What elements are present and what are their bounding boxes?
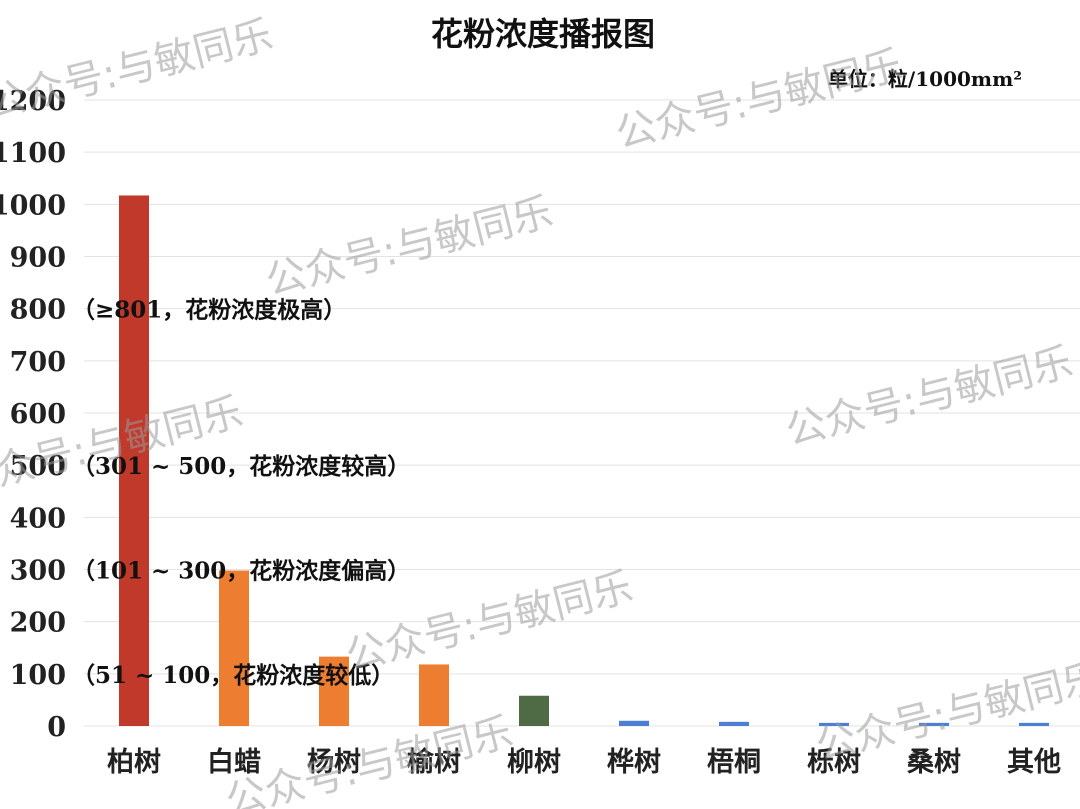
y-tick-label: 700 <box>10 347 66 378</box>
bar <box>119 195 149 727</box>
x-category-label: 梧桐 <box>707 747 761 778</box>
x-category-label: 柳树 <box>507 747 561 778</box>
watermark-layer: 公众号:与敏同乐 公众号:与敏同乐公众号:与敏同乐公众号:与敏同乐公众号:与敏同乐… <box>0 12 1080 809</box>
x-axis-categories: 柏树 白蜡 杨树 榆树 柳树 桦树 梧桐 栎树 桑树 其他 <box>107 746 1061 778</box>
threshold-annotation: （101 ~ 300，花粉浓度偏高） <box>72 558 410 585</box>
y-tick-label: 0 <box>47 712 66 743</box>
y-tick-label: 1100 <box>0 138 66 169</box>
y-axis-ticks: 0 100 200 300 400 500 600 700 800 900 1000 1100 1200 <box>0 86 66 743</box>
x-category-label: 榆树 <box>407 746 461 778</box>
x-category-label: 柏树 <box>107 747 161 778</box>
watermark-text: 公众号:与敏同乐 <box>221 709 517 809</box>
x-category-label: 杨树 <box>307 747 361 778</box>
watermark-text: 公众号:与敏同乐 <box>261 189 557 305</box>
bar <box>819 722 849 726</box>
watermark-text: 公众号:与敏同乐 <box>0 12 277 128</box>
y-tick-label: 1000 <box>0 190 66 221</box>
y-tick-label: 800 <box>10 295 66 326</box>
bar <box>719 721 749 726</box>
chart-title: 花粉浓度播报图 <box>431 15 655 53</box>
y-tick-label: 200 <box>10 608 66 639</box>
bars <box>119 195 1049 727</box>
x-category-label: 桑树 <box>907 747 961 778</box>
bar <box>519 695 549 726</box>
y-tick-label: 1200 <box>0 86 66 117</box>
threshold-annotation: （51 ~ 100，花粉浓度较低） <box>72 662 394 689</box>
threshold-annotation: （≥801，花粉浓度极高） <box>72 297 346 324</box>
bar <box>1019 722 1049 726</box>
y-tick-label: 600 <box>10 399 66 430</box>
y-tick-label: 900 <box>10 243 66 274</box>
y-tick-label: 300 <box>10 556 66 587</box>
x-category-label: 桦树 <box>607 747 661 778</box>
unit-label: 单位：粒/1000mm² <box>828 67 1022 91</box>
bar <box>419 664 449 726</box>
grid-lines <box>84 99 1080 727</box>
x-category-label: 白蜡 <box>207 746 261 778</box>
x-category-label: 栎树 <box>807 747 861 778</box>
bar <box>619 720 649 726</box>
x-category-label: 其他 <box>1007 747 1061 778</box>
bar <box>319 656 349 726</box>
y-tick-label: 500 <box>10 451 66 482</box>
threshold-annotations: （≥801，花粉浓度极高） （301 ~ 500，花粉浓度较高） （101 ~ 30… <box>72 297 410 689</box>
y-tick-label: 400 <box>10 503 66 534</box>
bar <box>219 570 249 726</box>
threshold-annotation: （301 ~ 500，花粉浓度较高） <box>72 453 410 480</box>
bar <box>919 722 949 726</box>
y-tick-label: 100 <box>10 660 66 691</box>
watermark-text: 公众号:与敏同乐 <box>781 339 1077 455</box>
